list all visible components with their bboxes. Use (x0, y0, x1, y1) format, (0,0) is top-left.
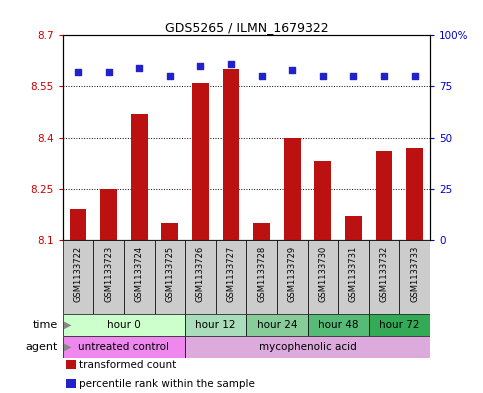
Bar (93, 240, 124, 314)
Bar (124, 240, 155, 314)
Point (288, 67, 296, 73)
Bar (131, 114, 148, 240)
Bar (63, 336, 185, 358)
Bar (67, 360, 76, 369)
Text: GSM1133725: GSM1133725 (165, 246, 174, 302)
Bar (63, 240, 93, 314)
Text: GSM1133724: GSM1133724 (135, 246, 144, 302)
Bar (308, 314, 369, 336)
Text: transformed count: transformed count (79, 360, 177, 371)
Point (166, 73, 174, 79)
Point (74, 69, 82, 75)
Bar (369, 314, 430, 336)
Text: hour 24: hour 24 (256, 320, 297, 330)
Bar (284, 138, 300, 240)
Text: hour 0: hour 0 (107, 320, 141, 330)
Bar (192, 83, 209, 240)
Bar (155, 240, 185, 314)
Bar (223, 70, 240, 240)
Text: percentile rank within the sample: percentile rank within the sample (79, 379, 255, 389)
Point (411, 73, 418, 79)
Bar (161, 223, 178, 240)
Title: GDS5265 / ILMN_1679322: GDS5265 / ILMN_1679322 (165, 21, 328, 34)
Bar (185, 336, 430, 358)
Bar (70, 209, 86, 240)
Bar (246, 314, 308, 336)
Point (197, 63, 204, 69)
Bar (376, 151, 392, 240)
Text: GSM1133727: GSM1133727 (227, 246, 236, 302)
Text: GSM1133722: GSM1133722 (73, 246, 83, 302)
Point (319, 73, 327, 79)
Bar (253, 223, 270, 240)
Point (135, 65, 143, 71)
Point (258, 73, 266, 79)
Bar (345, 216, 362, 240)
Bar (185, 240, 216, 314)
Bar (246, 240, 277, 314)
Text: GSM1133732: GSM1133732 (380, 246, 388, 302)
Text: time: time (33, 320, 58, 330)
Text: GSM1133723: GSM1133723 (104, 246, 113, 302)
Bar (399, 240, 430, 314)
Text: GSM1133729: GSM1133729 (288, 246, 297, 302)
Bar (67, 379, 76, 388)
Bar (277, 240, 308, 314)
Text: mycophenolic acid: mycophenolic acid (258, 342, 356, 352)
Text: GSM1133726: GSM1133726 (196, 246, 205, 302)
Text: hour 12: hour 12 (196, 320, 236, 330)
Bar (100, 189, 117, 240)
Text: ▶: ▶ (64, 342, 71, 352)
Text: GSM1133728: GSM1133728 (257, 246, 266, 302)
Bar (63, 314, 185, 336)
Bar (185, 314, 246, 336)
Bar (406, 148, 423, 240)
Text: untreated control: untreated control (78, 342, 170, 352)
Text: ▶: ▶ (64, 320, 71, 330)
Text: hour 72: hour 72 (379, 320, 420, 330)
Bar (314, 162, 331, 240)
Bar (369, 240, 399, 314)
Bar (338, 240, 369, 314)
Point (105, 69, 113, 75)
Point (350, 73, 357, 79)
Text: GSM1133731: GSM1133731 (349, 246, 358, 302)
Point (227, 61, 235, 67)
Text: hour 48: hour 48 (318, 320, 358, 330)
Bar (308, 240, 338, 314)
Point (380, 73, 388, 79)
Text: agent: agent (26, 342, 58, 352)
Text: GSM1133730: GSM1133730 (318, 246, 327, 302)
Text: GSM1133733: GSM1133733 (410, 246, 419, 302)
Bar (216, 240, 246, 314)
